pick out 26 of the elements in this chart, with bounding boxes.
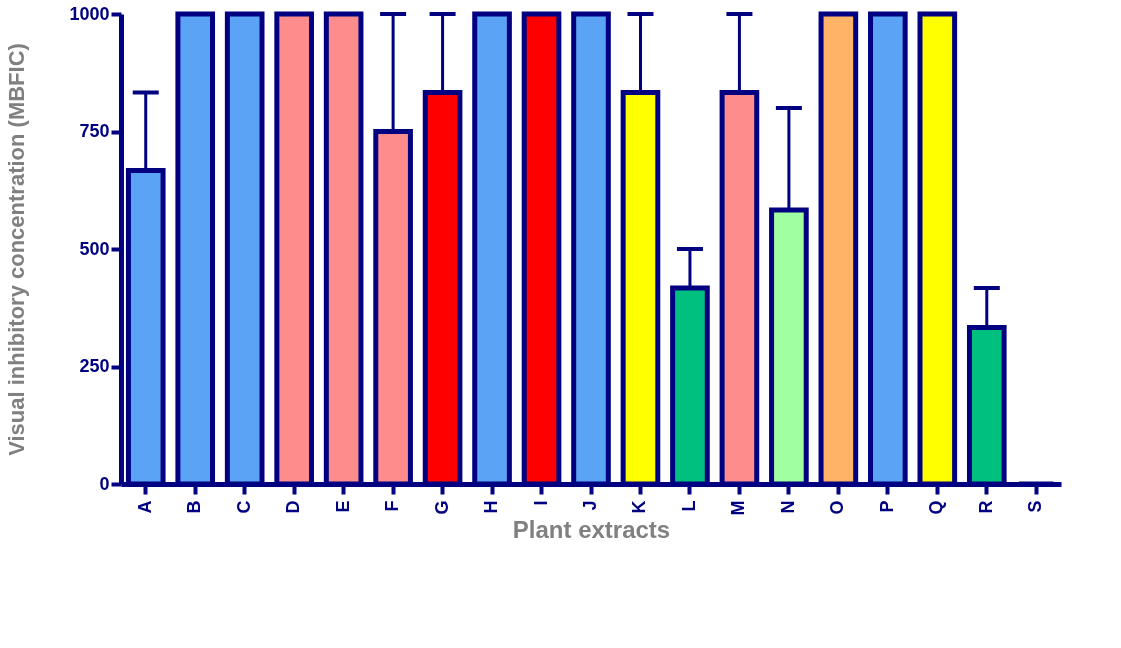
x-tick-label: H [481, 500, 502, 514]
x-tick-label: M [728, 500, 749, 516]
y-tick-label: 250 [79, 356, 110, 376]
x-axis-title: Plant extracts [512, 516, 671, 544]
x-tick-label: Q [926, 500, 947, 515]
y-tick-label: 1000 [69, 3, 110, 24]
x-tick-label: L [678, 500, 699, 512]
x-tick-label: D [283, 500, 304, 514]
x-tick-label: J [580, 500, 600, 511]
x-tick-label: N [777, 500, 798, 514]
x-tick-label: S [1025, 500, 1046, 513]
y-axis-title: Visual inhibitory concentration (MBFIC) [4, 43, 30, 456]
x-tick-label: B [184, 500, 205, 514]
x-tick-label: F [382, 500, 403, 512]
x-tick-label: E [332, 500, 353, 513]
x-tick-label: A [134, 500, 155, 514]
x-tick-label: G [431, 500, 452, 515]
x-tick-label: O [827, 500, 848, 515]
y-tick-label: 0 [99, 473, 110, 494]
x-tick-label: R [975, 500, 996, 514]
x-tick-label: I [530, 500, 551, 506]
y-tick-label: 750 [79, 121, 110, 141]
y-tick-label: 500 [79, 238, 110, 259]
x-tick-label: P [876, 500, 897, 513]
x-tick-label: K [629, 500, 650, 514]
x-tick-label: C [233, 500, 254, 514]
